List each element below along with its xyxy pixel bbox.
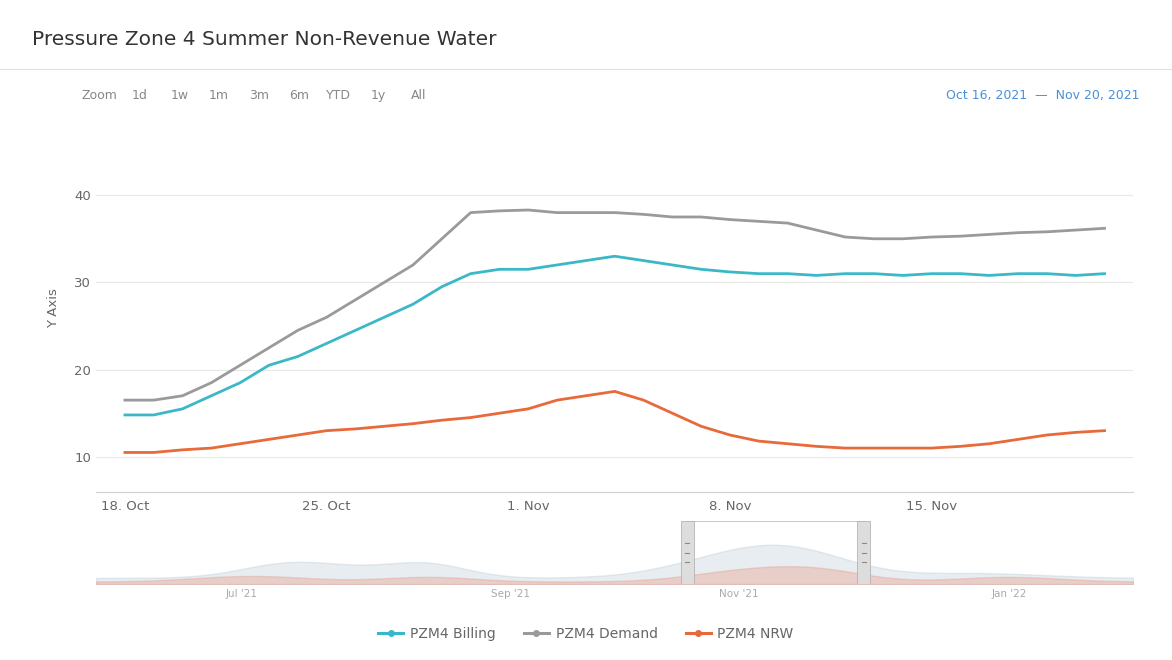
- Bar: [681, 521, 694, 584]
- Text: 1y: 1y: [370, 89, 387, 102]
- Legend: PZM4 Billing, PZM4 Demand, PZM4 NRW: PZM4 Billing, PZM4 Demand, PZM4 NRW: [373, 621, 799, 646]
- Bar: [858, 521, 870, 584]
- Text: Sep '21: Sep '21: [491, 589, 531, 599]
- Text: 6m: 6m: [288, 89, 309, 102]
- Text: Zoom: Zoom: [82, 89, 117, 102]
- Text: 3m: 3m: [248, 89, 270, 102]
- Y-axis label: Y Axis: Y Axis: [48, 288, 61, 329]
- Text: YTD: YTD: [326, 89, 352, 102]
- Text: 1w: 1w: [170, 89, 189, 102]
- Text: 1m: 1m: [209, 89, 230, 102]
- Text: Jul '21: Jul '21: [225, 589, 258, 599]
- Text: Pressure Zone 4 Summer Non-Revenue Water: Pressure Zone 4 Summer Non-Revenue Water: [32, 30, 496, 49]
- Text: 1d: 1d: [131, 89, 148, 102]
- Text: Jan '22: Jan '22: [992, 589, 1027, 599]
- Text: Nov '21: Nov '21: [720, 589, 759, 599]
- Text: Oct 16, 2021  —  Nov 20, 2021: Oct 16, 2021 — Nov 20, 2021: [946, 89, 1139, 102]
- Text: All: All: [410, 89, 427, 102]
- Bar: [687, 521, 864, 584]
